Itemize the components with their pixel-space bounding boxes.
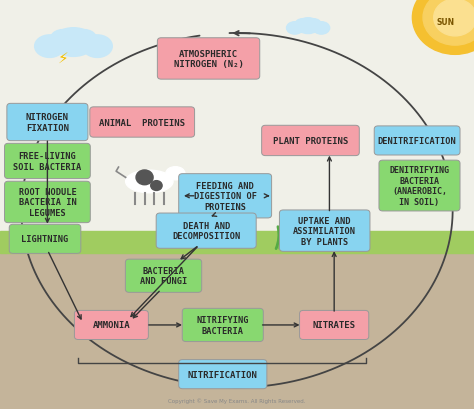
Text: Copyright © Save My Exams. All Rights Reserved.: Copyright © Save My Exams. All Rights Re… bbox=[168, 397, 306, 403]
Text: LIGHTNING: LIGHTNING bbox=[21, 235, 69, 244]
Ellipse shape bbox=[307, 20, 321, 30]
Ellipse shape bbox=[286, 22, 303, 35]
FancyBboxPatch shape bbox=[5, 144, 90, 179]
Ellipse shape bbox=[82, 36, 112, 58]
FancyBboxPatch shape bbox=[179, 174, 272, 218]
FancyBboxPatch shape bbox=[182, 308, 263, 342]
Ellipse shape bbox=[126, 171, 173, 193]
Circle shape bbox=[136, 171, 153, 185]
Ellipse shape bbox=[296, 19, 320, 34]
Text: ⚡: ⚡ bbox=[58, 51, 68, 65]
Text: UPTAKE AND
ASSIMILATION
BY PLANTS: UPTAKE AND ASSIMILATION BY PLANTS bbox=[293, 216, 356, 246]
FancyBboxPatch shape bbox=[300, 311, 369, 339]
FancyBboxPatch shape bbox=[374, 126, 460, 155]
FancyBboxPatch shape bbox=[156, 213, 256, 249]
Text: ROOT NODULE
BACTERIA IN
LEGUMES: ROOT NODULE BACTERIA IN LEGUMES bbox=[18, 188, 76, 217]
FancyBboxPatch shape bbox=[74, 311, 148, 339]
Circle shape bbox=[151, 181, 162, 191]
FancyBboxPatch shape bbox=[157, 39, 260, 80]
Text: NITRATES: NITRATES bbox=[313, 321, 356, 330]
Bar bbox=[0, 231, 474, 254]
Bar bbox=[0, 0, 474, 231]
Circle shape bbox=[412, 0, 474, 55]
Text: FEEDING AND
DIGESTION OF
PROTEINS: FEEDING AND DIGESTION OF PROTEINS bbox=[194, 182, 256, 211]
Text: FREE-LIVING
SOIL BACTERIA: FREE-LIVING SOIL BACTERIA bbox=[13, 152, 82, 171]
Ellipse shape bbox=[313, 22, 330, 35]
Text: ANIMAL  PROTEINS: ANIMAL PROTEINS bbox=[99, 118, 185, 127]
Circle shape bbox=[434, 0, 474, 37]
FancyBboxPatch shape bbox=[7, 104, 88, 141]
Text: DENITRIFICATION: DENITRIFICATION bbox=[378, 137, 456, 146]
Text: NITROGEN
FIXATION: NITROGEN FIXATION bbox=[26, 113, 69, 133]
FancyBboxPatch shape bbox=[379, 161, 460, 211]
Text: NITRIFICATION: NITRIFICATION bbox=[188, 370, 258, 379]
Text: AMMONIA: AMMONIA bbox=[92, 321, 130, 330]
Text: PLANT PROTEINS: PLANT PROTEINS bbox=[273, 137, 348, 146]
Ellipse shape bbox=[295, 20, 310, 30]
Circle shape bbox=[423, 0, 474, 46]
Ellipse shape bbox=[52, 29, 95, 57]
FancyBboxPatch shape bbox=[279, 210, 370, 252]
Text: ATMOSPHERIC
NITROGEN (N₂): ATMOSPHERIC NITROGEN (N₂) bbox=[173, 49, 244, 69]
Text: DEATH AND
DECOMPOSITION: DEATH AND DECOMPOSITION bbox=[172, 221, 240, 241]
FancyBboxPatch shape bbox=[90, 108, 194, 138]
FancyBboxPatch shape bbox=[262, 126, 359, 156]
FancyBboxPatch shape bbox=[125, 259, 201, 293]
FancyBboxPatch shape bbox=[9, 225, 81, 254]
Text: NITRIFYING
BACTERIA: NITRIFYING BACTERIA bbox=[197, 315, 249, 335]
Bar bbox=[0, 254, 474, 409]
Text: SUN: SUN bbox=[437, 18, 455, 27]
Ellipse shape bbox=[50, 30, 76, 49]
FancyBboxPatch shape bbox=[179, 360, 267, 389]
Ellipse shape bbox=[71, 30, 97, 49]
Ellipse shape bbox=[35, 36, 64, 58]
Text: DENITRIFYING
BACTERIA
(ANAEROBIC,
IN SOIL): DENITRIFYING BACTERIA (ANAEROBIC, IN SOI… bbox=[390, 166, 449, 206]
FancyBboxPatch shape bbox=[5, 182, 90, 223]
Text: BACTERIA
AND FUNGI: BACTERIA AND FUNGI bbox=[140, 266, 187, 286]
Ellipse shape bbox=[166, 167, 185, 180]
